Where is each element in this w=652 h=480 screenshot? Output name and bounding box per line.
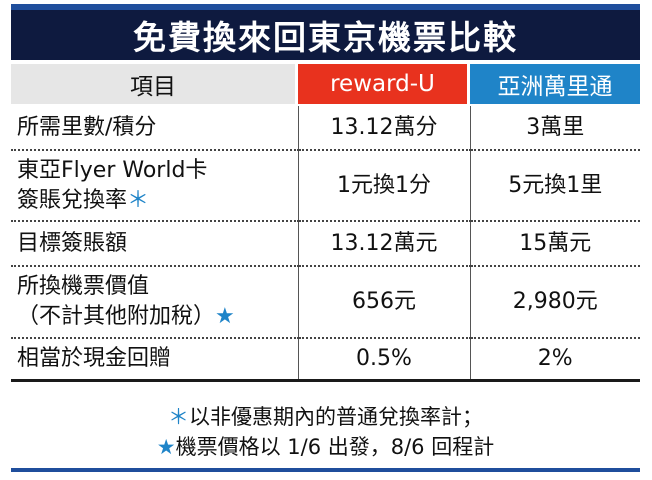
row-label: 東亞Flyer World卡 簽賬兌換率＊	[11, 150, 298, 222]
cell-asia-miles: 5元換1里	[469, 150, 640, 222]
row-label: 所需里數/積分	[11, 106, 298, 151]
cell-reward-u: 656元	[297, 266, 470, 339]
cell-asia-miles: 15萬元	[469, 221, 640, 267]
row-label: 所換機票價值 （不計其他附加稅）★	[11, 266, 298, 339]
cell-asia-miles: 2%	[469, 338, 640, 382]
footnote-2: ★機票價格以 1/6 出發，8/6 回程計	[156, 435, 495, 459]
page-title: 免費換來回東京機票比較	[11, 10, 640, 60]
header-asia-miles: 亞洲萬里通	[470, 64, 640, 104]
cell-reward-u: 0.5%	[297, 338, 470, 382]
asterisk-mark: ＊	[127, 187, 150, 213]
table-row: 東亞Flyer World卡 簽賬兌換率＊ 1元換1分 5元換1里	[11, 150, 640, 222]
cell-reward-u: 13.12萬元	[297, 221, 470, 267]
cell-reward-u: 13.12萬分	[297, 106, 470, 151]
table-row: 所換機票價值 （不計其他附加稅）★ 656元 2,980元	[11, 266, 640, 339]
comparison-table: 所需里數/積分 13.12萬分 3萬里 東亞Flyer World卡 簽賬兌換率…	[11, 106, 640, 382]
star-mark: ★	[215, 304, 235, 329]
footnotes: ＊以非優惠期內的普通兌換率計； ★機票價格以 1/6 出發，8/6 回程計	[11, 402, 640, 462]
asterisk-mark: ＊	[168, 405, 189, 429]
table-row: 目標簽賬額 13.12萬元 15萬元	[11, 221, 640, 267]
row-label: 目標簽賬額	[11, 221, 298, 267]
cell-asia-miles: 2,980元	[469, 266, 640, 339]
bottom-accent-bar	[11, 468, 640, 472]
star-mark: ★	[156, 435, 176, 459]
cell-reward-u: 1元換1分	[297, 150, 470, 222]
table-row: 所需里數/積分 13.12萬分 3萬里	[11, 106, 640, 151]
header-reward-u: reward-U	[298, 64, 467, 104]
header-item: 項目	[11, 64, 295, 104]
cell-asia-miles: 3萬里	[469, 106, 640, 151]
footnote-1: ＊以非優惠期內的普通兌換率計；	[168, 405, 483, 429]
top-accent-bar	[11, 4, 640, 10]
row-label: 相當於現金回贈	[11, 338, 298, 382]
table-row: 相當於現金回贈 0.5% 2%	[11, 338, 640, 382]
